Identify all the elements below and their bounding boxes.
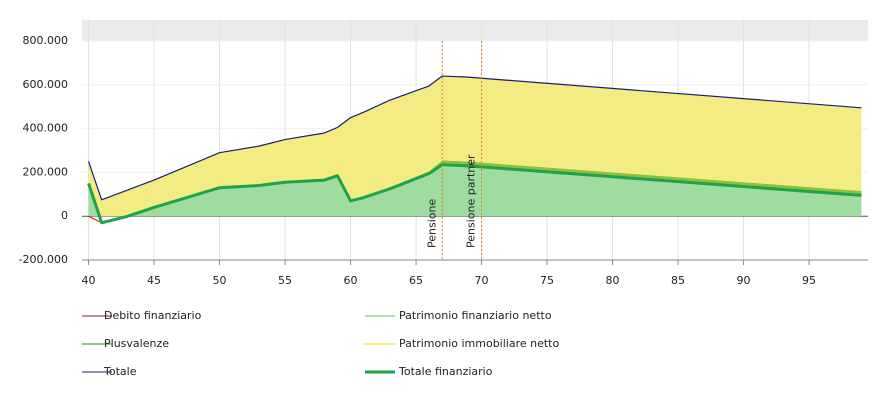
x-tick-label: 85 <box>671 274 685 287</box>
y-tick-label: 600.000 <box>23 78 69 91</box>
plot-header-band <box>82 20 868 41</box>
legend-label: Totale finanziario <box>398 365 493 378</box>
x-tick-label: 70 <box>475 274 489 287</box>
annotation-label: Pensione <box>425 199 438 248</box>
x-tick-label: 95 <box>802 274 816 287</box>
x-tick-label: 40 <box>82 274 96 287</box>
x-tick-label: 90 <box>737 274 751 287</box>
x-tick-label: 60 <box>344 274 358 287</box>
x-tick-label: 45 <box>147 274 161 287</box>
legend-label: Patrimonio finanziario netto <box>399 309 552 322</box>
y-tick-label: -200.000 <box>19 253 68 266</box>
line <box>87 75 862 201</box>
legend-label: Totale <box>103 365 137 378</box>
line <box>87 163 862 225</box>
area <box>88 164 862 217</box>
x-tick-label: 80 <box>606 274 620 287</box>
legend-label: Patrimonio immobiliare netto <box>399 337 559 350</box>
x-tick-label: 65 <box>409 274 423 287</box>
y-tick-label: 400.000 <box>23 122 69 135</box>
legend-label: Debito finanziario <box>104 309 202 322</box>
annotation-label: Pensione partner <box>465 154 478 248</box>
x-tick-label: 50 <box>213 274 227 287</box>
y-tick-label: 800.000 <box>23 34 69 47</box>
legend-label: Plusvalenze <box>104 337 169 350</box>
x-tick-label: 55 <box>278 274 292 287</box>
y-tick-label: 200.000 <box>23 165 69 178</box>
y-tick-label: 0 <box>61 209 68 222</box>
x-tick-label: 75 <box>540 274 554 287</box>
